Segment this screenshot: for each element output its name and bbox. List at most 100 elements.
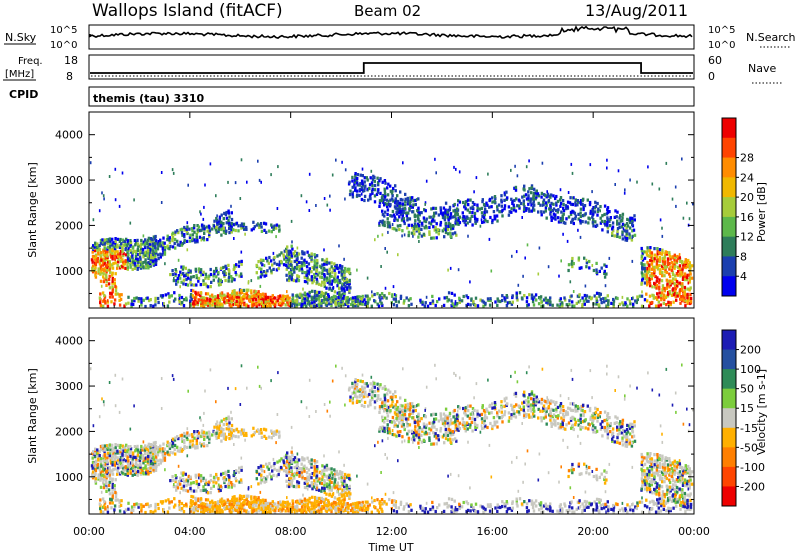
data-cell — [515, 392, 517, 395]
data-cell — [606, 216, 608, 219]
data-cell — [545, 209, 547, 212]
data-cell — [293, 485, 295, 488]
data-cell — [122, 172, 124, 175]
data-cell — [382, 233, 384, 236]
data-cell — [238, 265, 240, 268]
data-cell — [132, 245, 134, 248]
data-cell — [154, 235, 156, 238]
data-cell — [626, 297, 628, 300]
data-cell — [100, 460, 102, 463]
data-cell — [664, 260, 666, 263]
data-cell — [115, 168, 117, 171]
data-cell — [367, 277, 369, 280]
data-cell — [256, 477, 258, 480]
data-cell — [303, 251, 305, 254]
data-cell — [125, 302, 127, 305]
data-cell — [258, 303, 260, 306]
data-cell — [105, 482, 107, 485]
data-cell — [656, 280, 658, 283]
data-cell — [109, 275, 111, 278]
data-cell — [622, 213, 624, 216]
data-cell — [182, 478, 184, 481]
data-cell — [262, 465, 264, 468]
data-cell — [409, 217, 411, 220]
data-cell — [378, 305, 380, 308]
data-cell — [93, 218, 95, 221]
data-cell — [559, 205, 561, 208]
data-cell — [384, 198, 386, 201]
data-cell — [298, 275, 300, 278]
data-cell — [316, 259, 318, 262]
data-cell — [198, 226, 200, 229]
data-cell — [248, 295, 250, 298]
data-cell — [222, 472, 224, 475]
data-cell — [380, 302, 382, 305]
data-cell — [603, 300, 605, 303]
data-cell — [447, 434, 449, 437]
data-cell — [456, 302, 458, 305]
data-cell — [656, 262, 658, 265]
data-cell — [210, 285, 212, 288]
data-cell — [136, 239, 138, 242]
data-cell — [668, 251, 670, 254]
data-cell — [211, 227, 213, 230]
data-cell — [394, 293, 396, 296]
data-cell — [306, 273, 308, 276]
data-cell — [356, 177, 358, 180]
data-cell — [364, 386, 366, 389]
data-cell — [356, 269, 358, 272]
data-cell — [405, 198, 407, 201]
data-cell — [276, 263, 278, 266]
data-cell — [454, 203, 456, 206]
data-cell — [96, 448, 98, 451]
data-cell — [333, 278, 335, 281]
data-cell — [356, 396, 358, 399]
data-cell — [208, 431, 210, 434]
data-cell — [473, 421, 475, 424]
power-y-axis-label: Slant Range [km] — [26, 162, 39, 258]
data-cell — [487, 173, 489, 176]
data-cell — [510, 417, 512, 420]
data-cell — [481, 218, 483, 221]
data-cell — [342, 297, 344, 300]
data-cell — [420, 434, 422, 437]
data-cell — [144, 464, 146, 467]
data-cell — [405, 211, 407, 214]
data-cell — [313, 459, 315, 462]
data-cell — [370, 382, 372, 385]
data-cell — [139, 256, 141, 259]
colorbar-tick-label: 12 — [740, 231, 754, 244]
data-cell — [614, 234, 616, 237]
data-cell — [397, 425, 399, 428]
data-cell — [241, 260, 243, 263]
data-cell — [308, 300, 310, 303]
data-cell — [489, 297, 491, 300]
data-cell — [217, 477, 219, 480]
data-cell — [616, 297, 618, 300]
data-cell — [129, 455, 131, 458]
data-cell — [397, 253, 399, 256]
data-cell — [491, 402, 493, 405]
data-cell — [215, 432, 217, 435]
data-cell — [428, 432, 430, 435]
data-cell — [283, 469, 285, 472]
data-cell — [341, 270, 343, 273]
data-cell — [200, 489, 202, 492]
data-cell — [684, 290, 686, 293]
data-cell — [235, 181, 237, 184]
data-cell — [501, 299, 503, 302]
data-cell — [523, 391, 525, 394]
data-cell — [381, 292, 383, 295]
data-cell — [545, 297, 547, 300]
data-cell — [288, 297, 290, 300]
data-cell — [216, 214, 218, 217]
data-cell — [552, 304, 554, 307]
data-cell — [381, 210, 383, 213]
data-cell — [279, 301, 281, 304]
data-cell — [111, 252, 113, 255]
data-cell — [467, 203, 469, 206]
data-cell — [444, 296, 446, 299]
data-cell — [690, 297, 692, 300]
data-cell — [604, 220, 606, 223]
